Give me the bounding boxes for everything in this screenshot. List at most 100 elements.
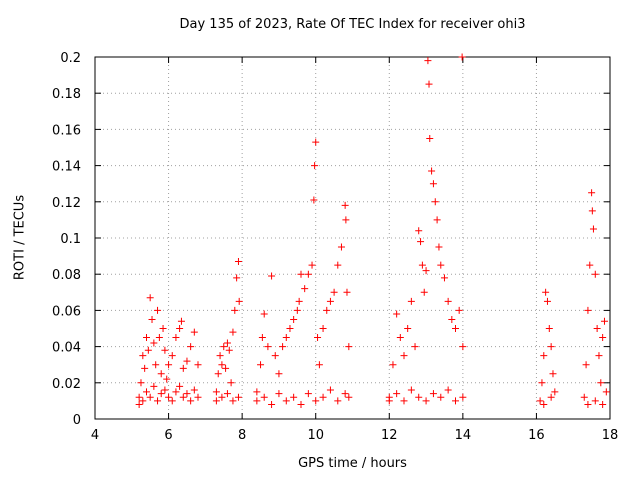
data-point	[154, 306, 162, 314]
data-point	[422, 267, 430, 275]
x-tick-label: 6	[164, 428, 172, 443]
y-tick-label: 0.1	[60, 232, 81, 247]
grid-lines	[95, 57, 610, 419]
data-point	[148, 315, 156, 323]
data-point	[165, 361, 173, 369]
data-point	[343, 288, 351, 296]
data-point	[214, 370, 222, 378]
data-point	[179, 364, 187, 372]
data-point	[163, 375, 171, 383]
data-point	[304, 270, 312, 278]
data-point	[326, 297, 334, 305]
data-point	[282, 334, 290, 342]
data-point	[393, 310, 401, 318]
data-point	[275, 370, 283, 378]
data-point	[258, 334, 266, 342]
data-point	[602, 388, 610, 396]
data-point	[312, 138, 320, 146]
data-point	[176, 325, 184, 332]
data-point	[220, 343, 228, 351]
data-point	[429, 180, 437, 188]
data-point	[545, 325, 553, 332]
data-point	[222, 364, 230, 372]
y-tick-label: 0	[73, 413, 81, 428]
data-point	[282, 397, 290, 405]
data-point	[143, 388, 150, 396]
data-point	[135, 401, 143, 409]
data-point	[144, 346, 152, 354]
data-point	[233, 274, 241, 282]
data-point	[542, 288, 550, 296]
data-point	[407, 386, 415, 394]
x-tick-label: 16	[528, 428, 545, 443]
data-point	[135, 393, 143, 401]
data-point	[141, 364, 149, 372]
data-point	[194, 361, 202, 369]
data-point	[146, 294, 154, 302]
data-point	[310, 196, 318, 204]
data-point	[183, 357, 191, 365]
data-point	[152, 361, 160, 369]
data-point	[157, 370, 165, 378]
data-point	[264, 343, 272, 351]
data-point	[183, 390, 191, 398]
data-point	[194, 393, 202, 401]
data-point	[229, 397, 237, 405]
y-tick-label: 0.04	[52, 341, 81, 356]
y-tick-label: 0.08	[52, 268, 81, 283]
data-point	[314, 334, 322, 342]
y-tick-label: 0.16	[52, 123, 81, 138]
y-tick-label: 0.2	[60, 51, 81, 66]
data-point	[155, 334, 163, 342]
data-point	[540, 401, 548, 409]
data-point	[150, 339, 158, 347]
data-point	[157, 390, 165, 398]
data-point	[334, 261, 342, 269]
data-point	[549, 370, 557, 378]
data-point	[225, 346, 233, 354]
data-point	[393, 390, 401, 398]
data-point	[582, 361, 590, 369]
data-point	[600, 317, 608, 325]
data-point	[415, 227, 423, 235]
data-point	[400, 397, 408, 405]
data-point	[425, 80, 433, 88]
data-point	[319, 325, 327, 332]
data-point	[599, 401, 607, 409]
data-point	[319, 393, 327, 401]
data-point	[268, 401, 276, 409]
plot-border	[94, 56, 611, 420]
data-point	[538, 379, 546, 387]
data-point	[433, 216, 441, 224]
data-point	[426, 134, 434, 142]
data-point	[593, 325, 601, 332]
data-point	[422, 397, 430, 405]
data-point	[588, 189, 596, 197]
data-point	[389, 361, 397, 369]
data-point	[172, 334, 180, 342]
data-point	[234, 393, 242, 401]
data-point	[279, 343, 287, 351]
data-point	[165, 393, 173, 401]
data-point	[190, 328, 198, 336]
data-point	[337, 243, 345, 251]
data-point	[231, 306, 239, 314]
data-point	[218, 393, 226, 401]
data-point	[444, 386, 452, 394]
data-point	[459, 393, 467, 401]
data-point	[161, 386, 169, 394]
data-points	[135, 53, 610, 409]
data-point	[176, 382, 184, 390]
data-point	[411, 343, 419, 351]
data-point	[341, 390, 349, 398]
data-point	[168, 352, 176, 360]
data-point	[429, 390, 437, 398]
data-point	[297, 270, 305, 278]
data-point	[458, 53, 466, 61]
data-point	[260, 310, 268, 318]
y-tick-label: 0.06	[52, 304, 81, 319]
data-point	[385, 397, 393, 405]
data-point	[315, 361, 323, 369]
data-point	[159, 325, 167, 332]
data-point	[216, 352, 224, 360]
